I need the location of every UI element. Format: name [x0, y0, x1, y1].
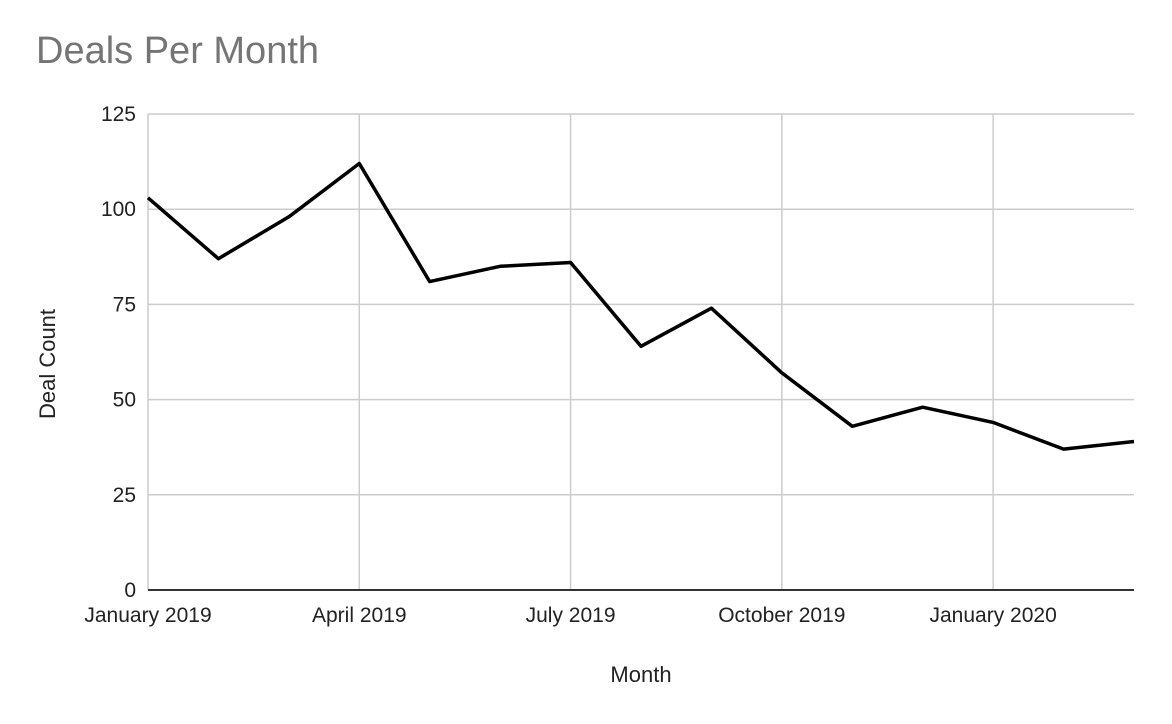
x-tick-label: July 2019 — [526, 604, 616, 627]
x-tick-labels: January 2019 April 2019 July 2019 October 2… — [84, 604, 1056, 627]
y-tick-label: 125 — [101, 103, 136, 126]
chart-title: Deals Per Month — [36, 30, 320, 72]
y-axis-title: Deal Count — [35, 309, 60, 419]
series-line — [146, 161, 1135, 451]
y-tick-label: 0 — [124, 579, 136, 602]
horizontal-gridlines — [148, 113, 1134, 496]
y-tick-label: 25 — [113, 484, 136, 507]
y-tick-label: 75 — [113, 293, 136, 316]
x-tick-label: October 2019 — [718, 604, 845, 627]
vertical-gridlines — [147, 114, 994, 590]
x-tick-label: January 2020 — [930, 604, 1057, 627]
y-tick-label: 50 — [113, 389, 136, 412]
x-tick-label: April 2019 — [312, 604, 407, 627]
y-tick-label: 100 — [101, 198, 136, 221]
x-tick-label: January 2019 — [84, 604, 211, 627]
x-axis-title: Month — [610, 662, 671, 687]
y-tick-labels: 0 25 50 75 100 125 — [101, 103, 136, 602]
